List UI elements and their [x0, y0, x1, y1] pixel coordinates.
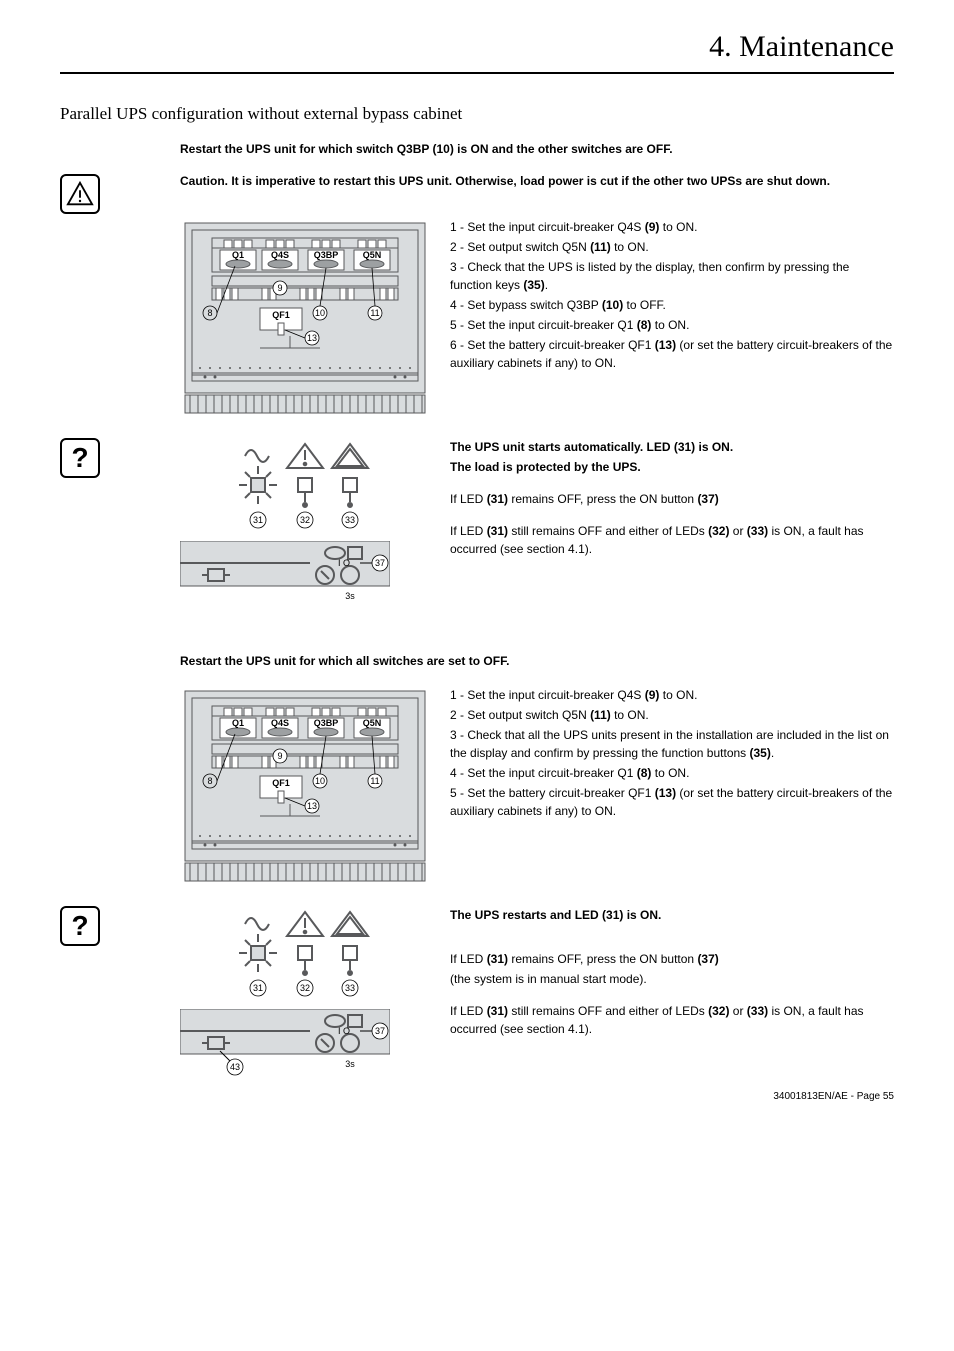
- svg-text:11: 11: [370, 776, 379, 786]
- svg-text:37: 37: [375, 1026, 385, 1036]
- svg-text:9: 9: [277, 283, 282, 293]
- led-panel-1: 31 32 33: [180, 438, 430, 541]
- svg-text:11: 11: [370, 308, 379, 318]
- svg-text:13: 13: [307, 801, 317, 811]
- steps-2: 1 - Set the input circuit-breaker Q4S (9…: [450, 686, 894, 886]
- chapter-title: 4. Maintenance: [60, 30, 894, 64]
- svg-text:9: 9: [277, 751, 282, 761]
- question-icon: ?: [60, 906, 100, 946]
- svg-text:32: 32: [300, 983, 310, 993]
- page-footer: 34001813EN/AE - Page 55: [773, 1091, 894, 1102]
- cabinet-diagram-2: Q1 Q4S Q3BP Q5N QF1: [180, 686, 430, 886]
- svg-text:QF1: QF1: [272, 310, 290, 320]
- svg-text:10: 10: [315, 776, 325, 786]
- svg-text:37: 37: [375, 558, 385, 568]
- svg-text:3s: 3s: [345, 591, 355, 601]
- status-2: The UPS restarts and LED (31) is ON. If …: [450, 906, 894, 1082]
- status-1: The UPS unit starts automatically. LED (…: [450, 438, 894, 614]
- svg-text:I O: I O: [338, 558, 350, 568]
- svg-text:8: 8: [207, 308, 212, 318]
- section-title: Parallel UPS configuration without exter…: [60, 104, 894, 124]
- svg-text:QF1: QF1: [272, 778, 290, 788]
- svg-text:8: 8: [207, 776, 212, 786]
- svg-text:Q5N: Q5N: [363, 250, 382, 260]
- svg-text:Q1: Q1: [232, 250, 244, 260]
- svg-text:43: 43: [230, 1062, 240, 1072]
- instruction-heading-2: Restart the UPS unit for which all switc…: [180, 654, 894, 668]
- warning-icon: [60, 174, 100, 214]
- svg-text:Q1: Q1: [232, 718, 244, 728]
- svg-text:Q3BP: Q3BP: [314, 250, 339, 260]
- svg-text:33: 33: [345, 983, 355, 993]
- steps-1: 1 - Set the input circuit-breaker Q4S (9…: [450, 218, 894, 418]
- svg-text:33: 33: [345, 515, 355, 525]
- svg-text:Q4S: Q4S: [271, 718, 289, 728]
- led-panel-2: 31 32 33: [180, 906, 430, 1009]
- svg-text:Q5N: Q5N: [363, 718, 382, 728]
- question-icon: ?: [60, 438, 100, 478]
- svg-text:13: 13: [307, 333, 317, 343]
- svg-text:10: 10: [315, 308, 325, 318]
- svg-text:Q4S: Q4S: [271, 250, 289, 260]
- svg-text:Q3BP: Q3BP: [314, 718, 339, 728]
- cabinet-diagram-1: Q1 Q4S Q3BP Q5N: [180, 218, 430, 418]
- rule: [60, 72, 894, 74]
- svg-text:I O: I O: [338, 1026, 350, 1036]
- svg-text:3s: 3s: [345, 1059, 355, 1069]
- svg-text:31: 31: [253, 983, 263, 993]
- button-panel-2: I O 3s 37 43: [180, 1009, 430, 1082]
- svg-text:31: 31: [253, 515, 263, 525]
- instruction-heading-1: Restart the UPS unit for which switch Q3…: [180, 142, 894, 156]
- button-panel-1: I O 3s 37: [180, 541, 430, 614]
- caution-text: Caution. It is imperative to restart thi…: [180, 174, 894, 188]
- svg-text:32: 32: [300, 515, 310, 525]
